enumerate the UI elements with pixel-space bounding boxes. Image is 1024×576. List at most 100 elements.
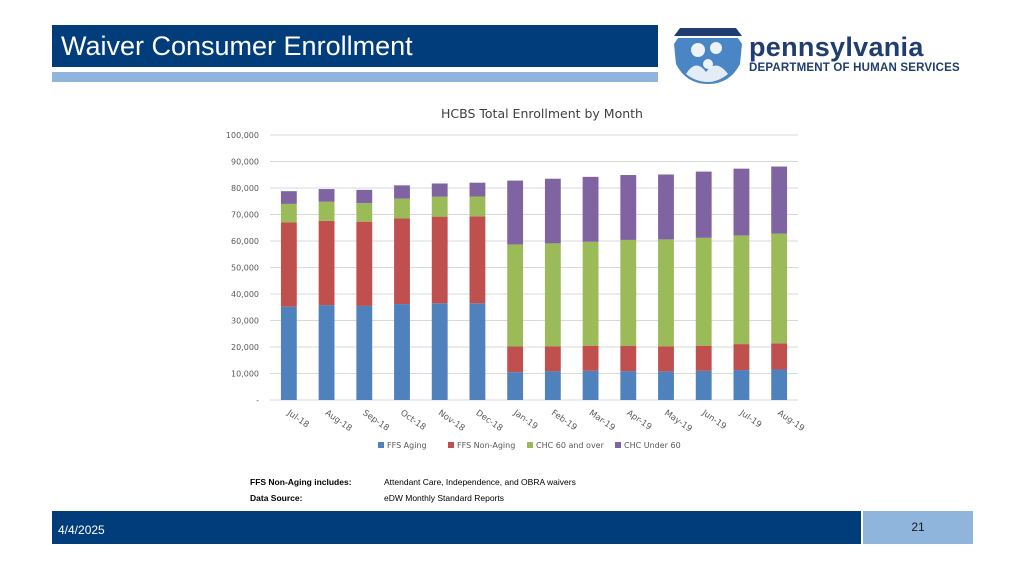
y-tick-label: - — [256, 396, 259, 405]
x-tick-label: Mar-19 — [587, 408, 617, 433]
bar-segment — [318, 201, 335, 221]
x-tick-label: Sep-18 — [361, 408, 391, 433]
bar-segment — [280, 191, 297, 204]
legend-label: FFS Aging — [387, 441, 427, 450]
bar-segment — [356, 305, 373, 400]
bar-segment — [544, 346, 561, 372]
title-underline — [52, 72, 658, 82]
x-tick-label: Jul-19 — [737, 408, 763, 431]
x-tick-label: Nov-18 — [436, 408, 467, 434]
y-tick-label: 70,000 — [231, 211, 259, 220]
logo-department: DEPARTMENT OF HUMAN SERVICES — [749, 62, 960, 74]
bar-segment — [658, 174, 674, 240]
x-tick-label: Apr-19 — [625, 408, 654, 432]
bar-segment — [582, 241, 599, 346]
bar-segment — [582, 345, 599, 371]
bar-segment — [469, 303, 486, 400]
bar-segment — [431, 303, 448, 400]
logo-wordmark: pennsylvania — [749, 32, 924, 62]
bar-segment — [431, 183, 448, 197]
enrollment-chart: HCBS Total Enrollment by Month - 10,000 20,… — [226, 106, 806, 450]
y-tick-label: 30,000 — [231, 317, 259, 326]
legend-label: CHC Under 60 — [624, 441, 681, 450]
bar-segment — [431, 216, 448, 304]
y-tick-label: 90,000 — [231, 158, 259, 167]
bar-segment — [544, 178, 561, 244]
bar-segment — [695, 237, 712, 346]
note-value: eDW Monthly Standard Reports — [384, 493, 504, 503]
y-tick-label: 100,000 — [226, 131, 259, 140]
bar-segment — [733, 235, 750, 345]
legend-label: CHC 60 and over — [536, 441, 605, 450]
bar-segment — [771, 166, 788, 234]
bar-segment — [394, 198, 410, 219]
bar-segment — [280, 203, 297, 223]
bar-segment — [733, 344, 750, 371]
bar-segment — [356, 221, 373, 306]
x-tick-label: May-19 — [662, 408, 693, 434]
footer-date: 4/4/2025 — [58, 523, 105, 537]
bar-segment — [771, 233, 788, 344]
note-value: Attendant Care, Independence, and OBRA w… — [384, 477, 576, 487]
bar-segment — [695, 345, 712, 371]
bar-segment — [695, 370, 712, 400]
legend-swatch — [448, 442, 454, 448]
bar-segment — [658, 346, 674, 372]
bar-segment — [771, 369, 788, 400]
bar-segment — [394, 218, 410, 305]
bar-segment — [318, 305, 335, 400]
bar-segment — [318, 220, 335, 306]
footer-bar: 4/4/2025 — [52, 511, 861, 544]
bar-segment — [318, 189, 335, 202]
x-tick-label: Feb-19 — [549, 408, 578, 433]
y-tick-label: 20,000 — [231, 343, 259, 352]
x-tick-label: Dec-18 — [474, 408, 505, 434]
bar-segment — [431, 196, 448, 217]
legend-swatch — [527, 442, 533, 448]
bar-segment — [280, 306, 297, 400]
x-tick-label: Jul-18 — [284, 408, 310, 431]
y-tick-label: 60,000 — [231, 237, 259, 246]
pa-family-keystone-icon — [674, 28, 742, 84]
chart-title: HCBS Total Enrollment by Month — [441, 106, 643, 121]
bar-segment — [695, 171, 712, 238]
note-label: Data Source: — [250, 493, 303, 503]
bar-segment — [733, 168, 750, 236]
page-number-box: 21 — [863, 511, 973, 544]
note-label: FFS Non-Aging includes: — [250, 477, 352, 487]
x-tick-label: Aug-19 — [775, 408, 806, 434]
bar-segment — [356, 203, 373, 222]
x-tick-label: Jun-19 — [699, 408, 728, 432]
bar-segment — [620, 371, 637, 400]
bar-segment — [620, 345, 637, 372]
bar-segment — [544, 243, 561, 347]
bar-segment — [469, 196, 486, 217]
bar-segment — [658, 371, 674, 400]
bar-segment — [469, 182, 486, 197]
bar-segment — [394, 185, 410, 199]
legend-swatch — [378, 442, 384, 448]
x-tick-label: Aug-18 — [323, 408, 354, 434]
bar-segment — [733, 370, 750, 400]
legend-label: FFS Non-Aging — [457, 441, 515, 450]
title-bar: Waiver Consumer Enrollment — [52, 25, 658, 67]
y-tick-label: 50,000 — [231, 264, 259, 273]
bar-segment — [394, 304, 410, 400]
bar-segment — [582, 176, 599, 242]
pa-dhs-logo: pennsylvania DEPARTMENT OF HUMAN SERVICE… — [670, 24, 1010, 86]
y-tick-label: 40,000 — [231, 290, 259, 299]
y-tick-label: 10,000 — [231, 370, 259, 379]
bar-segment — [507, 346, 524, 373]
bar-segment — [620, 175, 637, 240]
bar-segment — [507, 244, 524, 347]
x-tick-label: Jan-19 — [511, 408, 540, 432]
slide-title: Waiver Consumer Enrollment — [61, 31, 413, 61]
page-number: 21 — [911, 520, 925, 534]
x-tick-label: Oct-18 — [398, 408, 427, 433]
bar-segment — [582, 370, 599, 400]
bar-segment — [620, 239, 637, 346]
y-tick-label: 80,000 — [231, 184, 259, 193]
bar-segment — [356, 189, 373, 204]
bar-segment — [469, 216, 486, 304]
bar-segment — [507, 372, 524, 400]
